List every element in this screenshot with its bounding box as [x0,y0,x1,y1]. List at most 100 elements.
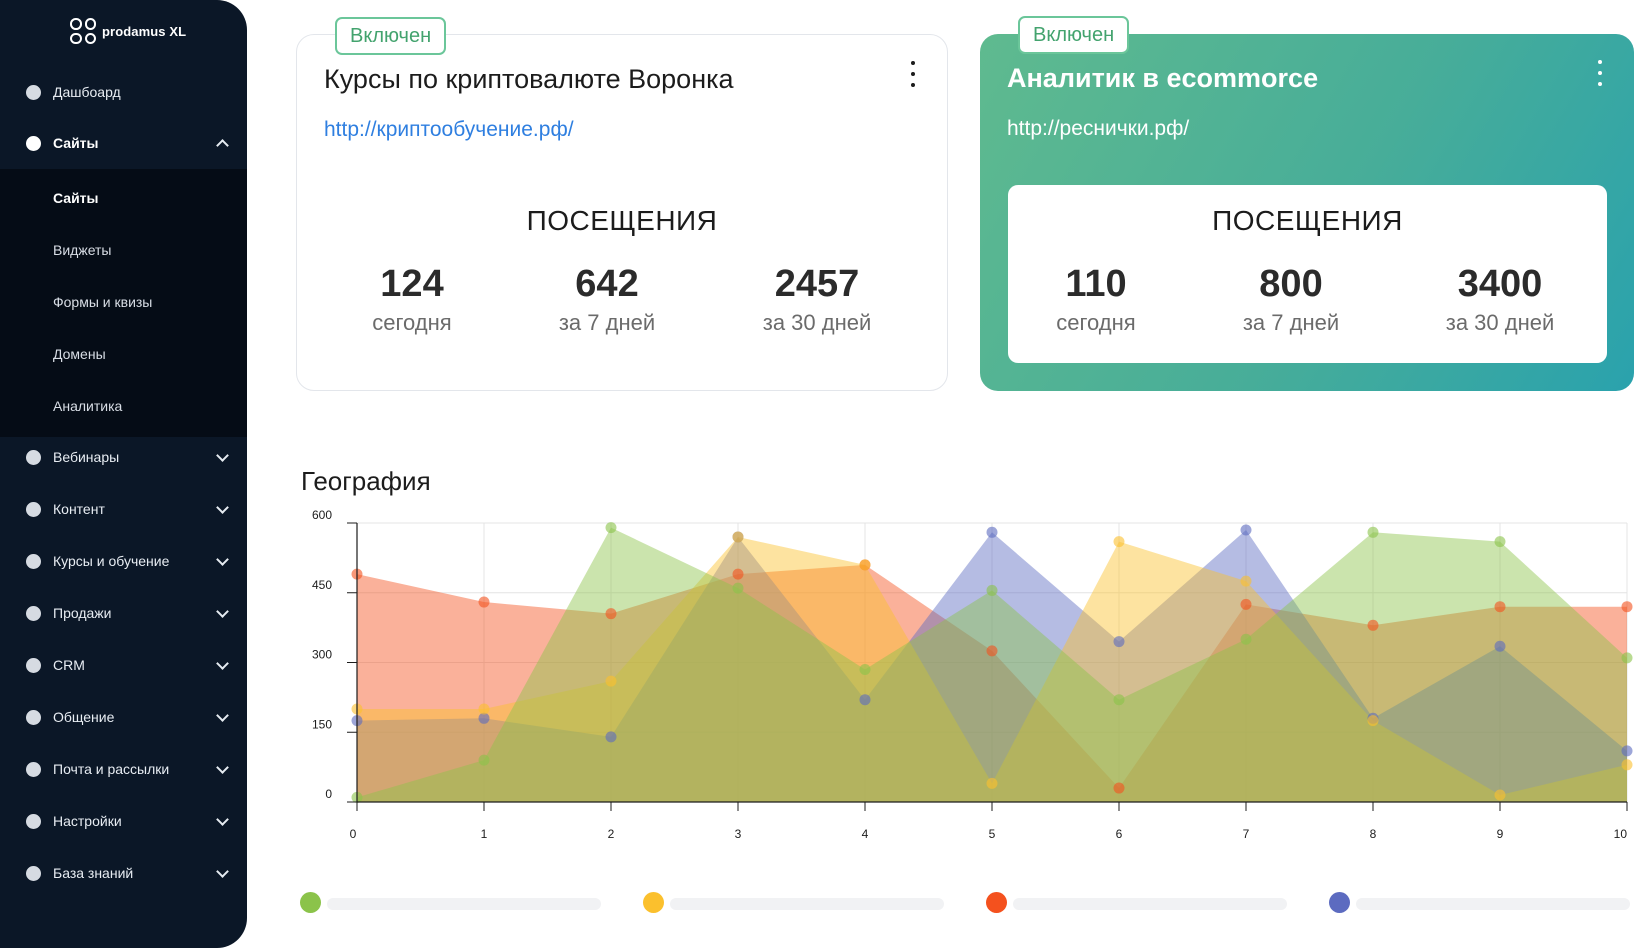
data-point [859,559,871,571]
x-tick-label: 1 [481,827,488,841]
circle-icon [26,813,41,829]
y-tick-label: 300 [312,648,332,662]
series-area-1 [357,529,1627,802]
x-tick-label: 9 [1497,827,1504,841]
sidebar-item-mail[interactable]: Почта и рассылки [0,743,247,795]
sidebar-item-crm[interactable]: CRM [0,639,247,691]
legend-label-placeholder [1356,898,1630,910]
stat-value: 110 [1065,263,1127,305]
legend-swatch-green [300,892,321,913]
stat-label: сегодня [1056,310,1136,335]
sidebar-item-label: Настройки [53,813,122,829]
sidebar-item-label: Общение [53,709,115,725]
more-options-icon[interactable] [1590,56,1610,90]
more-options-icon[interactable] [903,57,923,91]
visits-panel: ПОСЕЩЕНИЯ 124 сегодня 642 за 7 дней 2457… [297,185,947,365]
legend-label-placeholder [1013,898,1287,910]
site-card[interactable]: Включен Аналитик в ecommorce http://ресн… [980,16,1634,391]
data-point [732,582,744,594]
data-point [1494,536,1506,548]
data-point [1240,598,1252,610]
sidebar-item-sites[interactable]: Сайты [0,117,247,169]
visits-title: ПОСЕЩЕНИЯ [1212,205,1403,236]
sidebar-item-label: Вебинары [53,449,120,465]
submenu-item-analytics[interactable]: Аналитика [53,398,123,414]
series-area-0 [357,564,1627,802]
sidebar-item-label: Сайты [53,135,99,151]
legend-swatch-yellow [643,892,664,913]
data-point [732,568,744,580]
stat-value: 642 [575,263,639,305]
data-point [478,712,490,724]
x-tick-label: 7 [1243,827,1250,841]
data-point [605,675,617,687]
site-url-link[interactable]: http://реснички.рф/ [1007,117,1190,140]
submenu-item-domains[interactable]: Домены [53,346,106,362]
series-area-3 [357,527,1627,802]
y-tick-label: 150 [312,717,332,731]
legend-label-placeholder [670,898,944,910]
stat-value: 124 [380,263,444,305]
data-point [1367,715,1379,727]
circle-icon [26,501,41,517]
status-badge: Включен [335,17,447,55]
legend-label-placeholder [327,898,601,910]
stat-value: 800 [1259,263,1323,305]
circle-icon [26,865,41,881]
sidebar-item-communication[interactable]: Общение [0,691,247,743]
data-point [1113,694,1125,706]
status-badge: Включен [1018,16,1130,54]
site-url-link[interactable]: http://криптообучение.рф/ [324,118,574,141]
x-tick-label: 2 [608,827,615,841]
logo-icon [70,18,96,44]
visits-title: ПОСЕЩЕНИЯ [526,205,718,236]
sidebar-item-content[interactable]: Контент [0,483,247,535]
data-point [986,584,998,596]
stat-label: за 30 дней [762,310,872,335]
x-tick-label: 5 [989,827,996,841]
x-tick-label: 4 [862,827,869,841]
submenu-item-sites[interactable]: Сайты [53,190,99,206]
stat-30-days: 3400 за 30 дней [1400,263,1600,336]
stat-today: 110 сегодня [996,263,1196,336]
x-tick-label: 0 [350,827,357,841]
stat-value: 3400 [1457,263,1543,305]
stat-7-days: 800 за 7 дней [1191,263,1391,336]
data-point [859,694,871,706]
sidebar-item-settings[interactable]: Настройки [0,795,247,847]
data-point [605,522,617,534]
sidebar-item-label: Почта и рассылки [53,761,170,777]
stat-30-days: 2457 за 30 дней [717,263,917,336]
data-point [1113,536,1125,548]
sidebar-item-dashboard[interactable]: Дашбоард [0,66,247,118]
data-point [1367,619,1379,631]
visits-panel: ПОСЕЩЕНИЯ 110 сегодня 800 за 7 дней 3400… [1008,185,1607,363]
data-point [986,777,998,789]
sidebar-item-label: Продажи [53,605,112,621]
data-point [1240,575,1252,587]
stat-label: сегодня [372,310,452,335]
y-tick-label: 600 [312,508,332,522]
data-point [986,526,998,538]
x-tick-label: 10 [1614,827,1628,841]
data-point [1240,633,1252,645]
circle-icon [26,709,41,725]
data-point [986,645,998,657]
data-point [1621,652,1633,664]
circle-icon [26,84,41,100]
submenu-item-forms[interactable]: Формы и квизы [53,294,153,310]
sidebar-item-webinars[interactable]: Вебинары [0,431,247,483]
sidebar-item-knowledge-base[interactable]: База знаний [0,847,247,899]
sidebar-item-sales[interactable]: Продажи [0,587,247,639]
logo[interactable]: prodamus XL [70,18,186,44]
stat-label: за 30 дней [1445,310,1555,335]
submenu-item-widgets[interactable]: Виджеты [53,242,112,258]
sidebar-item-courses[interactable]: Курсы и обучение [0,535,247,587]
site-card[interactable]: Включен Курсы по криптовалюте Воронка ht… [296,17,948,391]
logo-text: prodamus XL [102,23,187,39]
data-point [859,663,871,675]
data-point [1621,601,1633,613]
site-title: Аналитик в ecommorce [1007,63,1319,93]
stat-7-days: 642 за 7 дней [507,263,707,336]
